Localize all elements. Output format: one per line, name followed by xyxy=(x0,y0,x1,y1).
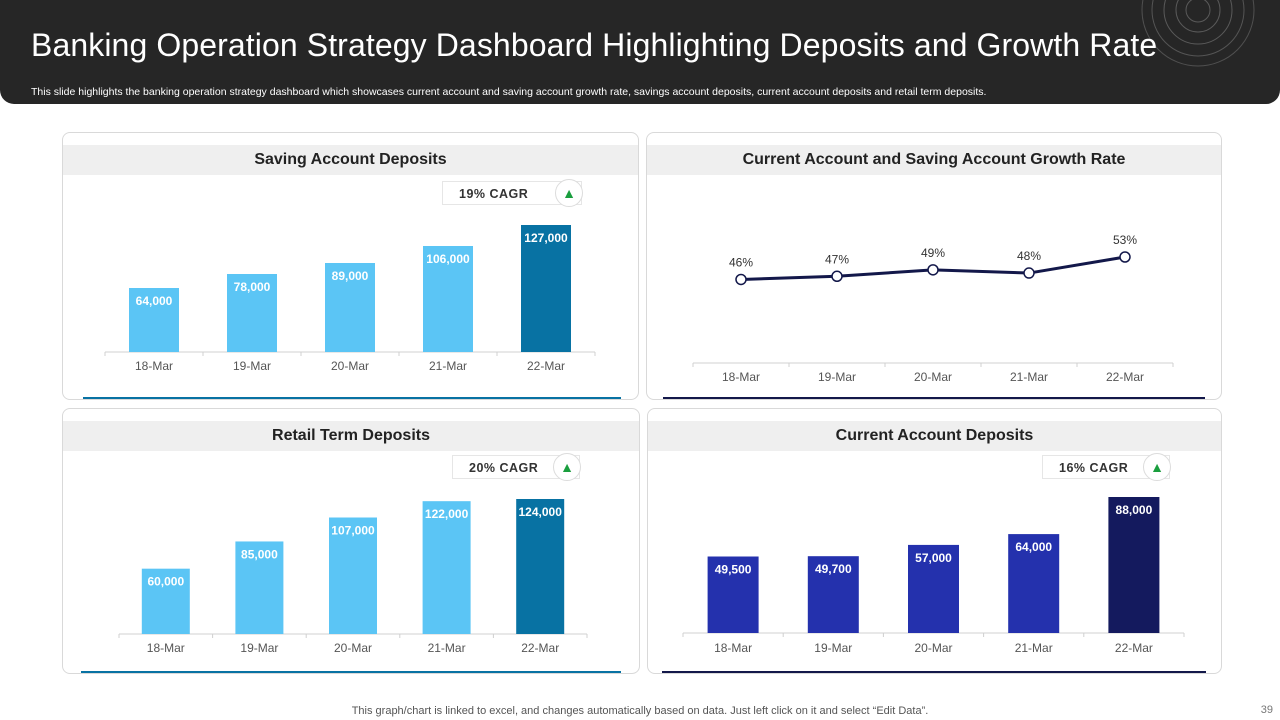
current-deposits-chart: 18-Mar 19-Mar 20-Mar 21-Mar 22-Mar 49,500 49,7… xyxy=(682,497,1185,655)
saving-deposits-panel: Saving Account Deposits 19% CAGR ▲ 18-Ma… xyxy=(62,132,639,400)
x-tick-label: 20-Mar xyxy=(914,641,952,655)
x-tick-label: 20-Mar xyxy=(914,370,952,384)
bar xyxy=(1008,534,1060,633)
bar xyxy=(521,225,571,352)
data-label: 47% xyxy=(825,252,849,266)
cagr-up-arrow-icon[interactable]: ▲ xyxy=(553,453,581,481)
x-tick-label: 21-Mar xyxy=(1015,641,1053,655)
retail-deposits-panel: Retail Term Deposits 20% CAGR ▲ 18-Mar 19… xyxy=(62,408,640,674)
data-label: 49,500 xyxy=(715,563,752,577)
current-deposits-title: Current Account Deposits xyxy=(648,421,1221,451)
data-label: 49,700 xyxy=(815,562,852,576)
growth-rate-title: Current Account and Saving Account Growt… xyxy=(647,145,1221,175)
bar xyxy=(807,556,859,633)
data-label: 85,000 xyxy=(241,547,278,561)
current-cagr-text: 16% CAGR xyxy=(1059,461,1129,475)
bar xyxy=(516,499,565,634)
data-label: 49% xyxy=(921,246,945,260)
panel-underline xyxy=(81,671,621,673)
retail-cagr-text: 20% CAGR xyxy=(469,461,539,475)
page-number: 39 xyxy=(1260,704,1273,716)
growth-rate-panel: Current Account and Saving Account Growt… xyxy=(646,132,1222,400)
slide-header: Banking Operation Strategy Dashboard Hig… xyxy=(0,0,1280,104)
bar xyxy=(422,501,471,634)
cagr-up-arrow-icon[interactable]: ▲ xyxy=(555,179,583,207)
data-label: 48% xyxy=(1017,249,1041,263)
x-tick-label: 19-Mar xyxy=(240,641,278,655)
retail-deposits-title: Retail Term Deposits xyxy=(63,421,639,451)
data-point xyxy=(735,273,747,286)
bar xyxy=(329,517,377,634)
data-point xyxy=(927,264,939,276)
data-point xyxy=(1119,251,1131,263)
x-tick-label: 22-Mar xyxy=(527,359,565,373)
data-label: 78,000 xyxy=(234,280,271,294)
bar xyxy=(707,556,759,633)
cagr-up-arrow-icon[interactable]: ▲ xyxy=(1143,453,1171,481)
saving-deposits-title: Saving Account Deposits xyxy=(63,145,638,175)
x-tick-label: 22-Mar xyxy=(521,641,559,655)
x-tick-label: 21-Mar xyxy=(1010,370,1048,384)
panel-underline xyxy=(662,671,1206,673)
data-point xyxy=(831,270,843,283)
data-label: 53% xyxy=(1113,233,1137,247)
page-title: Banking Operation Strategy Dashboard Hig… xyxy=(31,27,1158,63)
bar xyxy=(227,274,277,352)
x-tick-label: 18-Mar xyxy=(135,359,173,373)
panel-underline xyxy=(83,397,621,399)
x-tick-label: 19-Mar xyxy=(814,641,852,655)
x-tick-label: 18-Mar xyxy=(714,641,752,655)
data-label: 106,000 xyxy=(426,252,470,266)
retail-cagr-badge: 20% CAGR ▲ xyxy=(452,453,581,481)
x-tick-label: 22-Mar xyxy=(1115,641,1153,655)
x-tick-label: 21-Mar xyxy=(429,359,467,373)
saving-cagr-text: 19% CAGR xyxy=(459,187,529,201)
footer-note: This graph/chart is linked to excel, and… xyxy=(351,705,929,717)
x-tick-label: 18-Mar xyxy=(147,641,185,655)
bar xyxy=(141,568,190,634)
x-tick-label: 21-Mar xyxy=(428,641,466,655)
x-tick-label: 19-Mar xyxy=(233,359,271,373)
bar xyxy=(908,544,959,633)
data-point xyxy=(1023,267,1035,279)
data-label: 122,000 xyxy=(425,507,469,521)
page-subtitle: This slide highlights the banking operat… xyxy=(31,86,987,98)
bar xyxy=(129,288,179,352)
x-tick-label: 20-Mar xyxy=(334,641,372,655)
bar xyxy=(325,263,375,352)
data-label: 107,000 xyxy=(331,524,375,538)
data-label: 124,000 xyxy=(519,505,563,519)
x-tick-label: 22-Mar xyxy=(1106,370,1144,384)
bar xyxy=(423,246,473,352)
data-label: 127,000 xyxy=(524,231,568,245)
growth-rate-chart: 18-Mar 19-Mar 20-Mar 21-Mar 22-Mar 46% 47% 49% 4… xyxy=(692,233,1174,384)
data-label: 89,000 xyxy=(332,269,369,283)
saving-cagr-badge: 19% CAGR ▲ xyxy=(442,179,583,207)
data-label: 46% xyxy=(729,255,753,269)
current-cagr-badge: 16% CAGR ▲ xyxy=(1042,453,1171,481)
decorative-rings-icon xyxy=(1141,0,1255,67)
bar xyxy=(235,541,284,634)
data-label: 57,000 xyxy=(915,551,952,565)
x-tick-label: 19-Mar xyxy=(818,370,856,384)
data-label: 60,000 xyxy=(147,575,184,589)
bar xyxy=(1108,497,1160,633)
x-tick-label: 20-Mar xyxy=(331,359,369,373)
data-label: 64,000 xyxy=(136,294,173,308)
data-label: 64,000 xyxy=(1015,540,1052,554)
x-tick-label: 18-Mar xyxy=(722,370,760,384)
current-deposits-panel: Current Account Deposits 16% CAGR ▲ 18-M… xyxy=(647,408,1222,674)
retail-deposits-chart: 18-Mar 19-Mar 20-Mar 21-Mar 22-Mar 60,000 85,0… xyxy=(118,499,588,655)
panel-underline xyxy=(663,397,1205,399)
saving-deposits-chart: 18-Mar 19-Mar 20-Mar 21-Mar 22-Mar 64,000 78,0… xyxy=(104,225,596,373)
data-label: 88,000 xyxy=(1116,503,1153,517)
